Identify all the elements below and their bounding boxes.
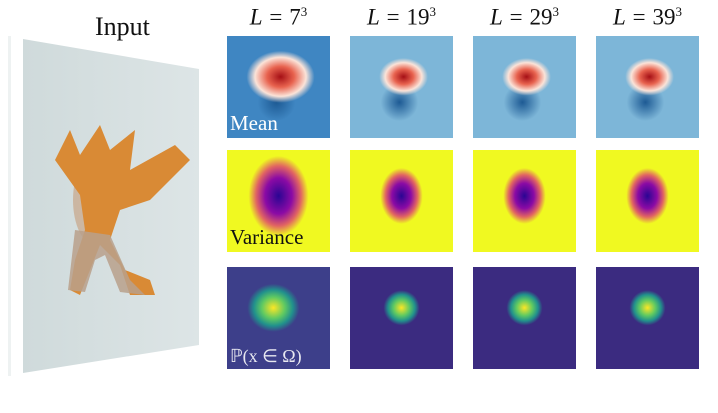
probability-map (473, 267, 576, 369)
probability-map (596, 267, 699, 369)
probability-map (350, 267, 453, 369)
variance-map (596, 150, 699, 252)
mean-map (596, 36, 699, 138)
row-label: ℙ(x ∈ Ω) (230, 346, 302, 366)
input-point-cloud-render (8, 36, 199, 376)
row-label: Variance (230, 225, 304, 249)
armadillo-shape (55, 125, 190, 295)
row-label: Mean (230, 111, 278, 135)
mean-map (350, 36, 453, 138)
variance-map: Variance (227, 150, 330, 252)
variance-map (350, 150, 453, 252)
probability-map: ℙ(x ∈ Ω) (227, 267, 330, 369)
column-header: L = 293 (490, 4, 559, 30)
column-header: L = 73 (249, 4, 308, 30)
mean-map (473, 36, 576, 138)
column-header: L = 393 (613, 4, 682, 30)
mean-map: Mean (227, 36, 330, 138)
variance-map (473, 150, 576, 252)
input-title: Input (95, 12, 150, 41)
column-header: L = 193 (367, 4, 436, 30)
